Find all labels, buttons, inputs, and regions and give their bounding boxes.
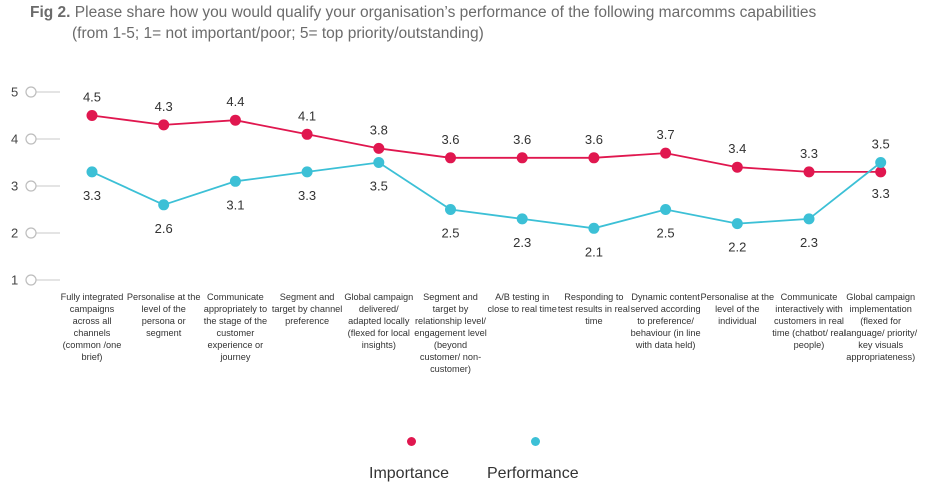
data-label-importance: 4.4 xyxy=(226,94,244,109)
data-point-performance xyxy=(87,166,98,177)
data-label-importance: 4.3 xyxy=(155,99,173,114)
data-point-performance xyxy=(373,157,384,168)
data-label-importance: 3.3 xyxy=(872,186,890,201)
series-lines xyxy=(92,116,881,229)
data-label-performance: 3.5 xyxy=(872,137,890,152)
x-category-label: Communicate appropriately to the stage o… xyxy=(198,291,272,363)
legend-label-performance: Performance xyxy=(487,465,579,483)
data-label-importance: 3.6 xyxy=(441,132,459,147)
y-tick-label: 5 xyxy=(11,85,18,100)
line-chart: 5 4 3 2 1 4.5 4.3 4.4 4.1 3.8 3.6 3.6 3.6 3.7 3.4 3.3 3… xyxy=(0,0,945,490)
data-label-performance: 3.3 xyxy=(83,188,101,203)
data-point-importance xyxy=(302,129,313,140)
x-category-label: Personalise at the level of the persona … xyxy=(127,291,201,339)
data-point-importance xyxy=(445,152,456,163)
data-point-importance xyxy=(517,152,528,163)
data-labels: 4.5 4.3 4.4 4.1 3.8 3.6 3.6 3.6 3.7 3.4 3.3 3.3 3.3 2… xyxy=(83,90,890,260)
data-label-importance: 3.6 xyxy=(585,132,603,147)
series-points xyxy=(87,110,887,234)
y-tick-label: 2 xyxy=(11,226,18,241)
x-category-label: Global campaign delivered/ adapted local… xyxy=(342,291,416,351)
data-point-importance xyxy=(588,152,599,163)
data-point-importance xyxy=(87,110,98,121)
data-point-importance xyxy=(158,119,169,130)
y-tick-circle xyxy=(26,181,36,191)
data-label-importance: 3.6 xyxy=(513,132,531,147)
y-tick-circle xyxy=(26,228,36,238)
data-point-importance xyxy=(875,166,886,177)
data-label-performance: 2.2 xyxy=(728,240,746,255)
data-point-performance xyxy=(158,199,169,210)
data-point-importance xyxy=(660,148,671,159)
data-label-performance: 3.5 xyxy=(370,179,388,194)
data-label-performance: 3.1 xyxy=(226,197,244,212)
data-point-performance xyxy=(517,213,528,224)
x-category-label: Segment and target by channel preference xyxy=(270,291,344,327)
data-point-performance xyxy=(445,204,456,215)
y-tick-circle xyxy=(26,134,36,144)
data-point-importance xyxy=(732,162,743,173)
data-point-performance xyxy=(804,213,815,224)
data-label-performance: 2.5 xyxy=(441,226,459,241)
y-tick-circle xyxy=(26,275,36,285)
data-label-performance: 2.3 xyxy=(800,235,818,250)
data-label-importance: 3.8 xyxy=(370,122,388,137)
x-category-label: Dynamic content served according to pref… xyxy=(629,291,703,351)
data-label-importance: 4.5 xyxy=(83,90,101,105)
data-point-performance xyxy=(660,204,671,215)
y-tick-label: 3 xyxy=(11,179,18,194)
data-point-importance xyxy=(230,115,241,126)
data-point-importance xyxy=(373,143,384,154)
data-label-performance: 2.1 xyxy=(585,244,603,259)
data-point-performance xyxy=(230,176,241,187)
legend-label-importance: Importance xyxy=(369,465,449,483)
data-point-performance xyxy=(875,157,886,168)
data-label-importance: 3.4 xyxy=(728,141,746,156)
data-label-performance: 2.3 xyxy=(513,235,531,250)
data-label-importance: 3.7 xyxy=(657,127,675,142)
data-point-performance xyxy=(732,218,743,229)
data-label-importance: 4.1 xyxy=(298,108,316,123)
data-label-importance: 3.3 xyxy=(800,146,818,161)
x-category-label: Responding to test results in real time xyxy=(557,291,631,327)
data-label-performance: 2.5 xyxy=(657,226,675,241)
x-category-label: Fully integrated campaigns across all ch… xyxy=(55,291,129,363)
data-point-performance xyxy=(302,166,313,177)
data-point-importance xyxy=(804,166,815,177)
y-tick-label: 4 xyxy=(11,132,18,147)
x-category-label: Segment and target by relationship level… xyxy=(414,291,488,375)
y-axis: 5 4 3 2 1 xyxy=(11,85,60,288)
x-category-label: Global campaign implementation (flexed f… xyxy=(844,291,918,363)
series-line-performance xyxy=(92,163,881,229)
x-category-label: A/B testing in close to real time xyxy=(485,291,559,315)
data-point-performance xyxy=(588,223,599,234)
data-label-performance: 2.6 xyxy=(155,221,173,236)
x-category-label: Communicate interactively with customers… xyxy=(772,291,846,351)
y-tick-label: 1 xyxy=(11,273,18,288)
data-label-performance: 3.3 xyxy=(298,188,316,203)
legend-marker-importance xyxy=(407,437,416,446)
series-line-importance xyxy=(92,116,881,172)
y-tick-circle xyxy=(26,87,36,97)
legend-marker-performance xyxy=(531,437,540,446)
x-category-label: Personalise at the level of the individu… xyxy=(700,291,774,327)
